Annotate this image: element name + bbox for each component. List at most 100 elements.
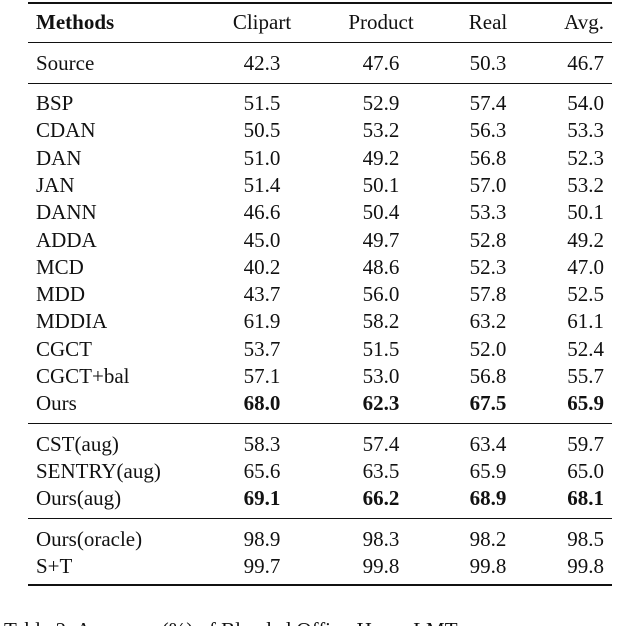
value-cell: 63.4 [469,431,507,456]
method-cell: DANN [36,200,97,225]
value-cell: 65.9 [567,391,604,416]
method-cell: Ours(aug) [36,486,122,511]
method-cell: CGCT [36,336,93,361]
value-cell: 61.1 [567,309,604,334]
header-cell: Methods [36,10,115,34]
value-cell: 58.3 [243,431,281,456]
value-cell: 53.3 [567,118,604,143]
value-cell: 53.2 [567,172,604,197]
method-cell: Ours [36,391,77,416]
value-cell: 57.4 [469,91,507,115]
value-cell: 50.3 [469,50,507,75]
value-cell: 69.1 [243,486,281,511]
value-cell: 56.3 [469,118,507,143]
value-cell: 67.5 [469,391,507,416]
value-cell: 51.0 [243,145,281,170]
value-cell: 56.8 [469,145,507,170]
rule [28,423,612,425]
value-cell: 47.6 [362,50,400,75]
value-cell: 98.3 [362,526,400,551]
value-cell: 50.5 [243,118,281,143]
value-cell: 61.9 [243,309,281,334]
method-cell: CST(aug) [36,431,119,456]
method-cell: JAN [36,172,75,197]
rule [28,82,612,84]
value-cell: 50.1 [567,200,604,225]
value-cell: 50.1 [362,172,400,197]
value-cell: 57.4 [362,431,400,456]
value-cell: 47.0 [567,254,604,279]
rule [28,584,612,586]
value-cell: 46.6 [243,200,281,225]
value-cell: 68.0 [243,391,281,416]
method-cell: MDD [36,282,86,307]
value-cell: 57.8 [469,282,507,307]
header-cell: Real [468,10,508,34]
header-cell: Product [348,10,414,34]
header-cell: Clipart [232,10,292,34]
value-cell: 65.6 [243,459,281,484]
value-cell: 62.3 [362,391,400,416]
value-cell: 50.4 [362,200,400,225]
value-cell: 53.3 [469,200,507,225]
value-cell: 49.7 [362,227,400,252]
method-cell: SENTRY(aug) [36,459,161,484]
method-cell: BSP [36,91,74,115]
value-cell: 66.2 [362,486,400,511]
value-cell: 98.9 [243,526,281,551]
rule [28,518,612,520]
value-cell: 51.4 [243,172,281,197]
value-cell: 49.2 [362,145,400,170]
header-cell: Avg. [564,10,604,34]
value-cell: 99.8 [469,554,507,579]
value-cell: 98.5 [567,526,604,551]
method-cell: MCD [36,254,84,279]
value-cell: 51.5 [362,336,400,361]
value-cell: 55.7 [567,364,604,388]
value-cell: 52.3 [567,145,604,170]
value-cell: 52.8 [469,227,507,252]
method-cell: ADDA [36,227,97,252]
value-cell: 54.0 [567,91,604,115]
value-cell: 53.2 [362,118,400,143]
value-cell: 58.2 [362,309,400,334]
value-cell: 42.3 [243,50,281,75]
value-cell: 53.0 [362,364,400,388]
value-cell: 65.0 [567,459,604,484]
method-cell: MDDIA [36,309,108,334]
value-cell: 51.5 [243,91,281,115]
method-cell: S+T [36,554,73,579]
caption: Table 2: Accuracy (%) of Blended Office-… [4,618,458,626]
value-cell: 43.7 [243,282,281,307]
value-cell: 98.2 [469,526,507,551]
value-cell: 68.9 [469,486,507,511]
value-cell: 52.0 [469,336,507,361]
value-cell: 53.7 [243,336,281,361]
value-cell: 45.0 [243,227,281,252]
rule [28,2,612,4]
value-cell: 63.5 [362,459,400,484]
value-cell: 99.7 [243,554,281,579]
method-cell: Source [36,50,95,75]
value-cell: 65.9 [469,459,507,484]
value-cell: 46.7 [567,50,604,75]
method-cell: CGCT+bal [36,364,130,388]
value-cell: 48.6 [362,254,400,279]
value-cell: 57.0 [469,172,507,197]
value-cell: 49.2 [567,227,604,252]
value-cell: 40.2 [243,254,281,279]
value-cell: 57.1 [243,364,281,388]
method-cell: DAN [36,145,82,170]
rule [28,42,612,43]
value-cell: 52.5 [567,282,604,307]
method-cell: Ours(oracle) [36,526,143,551]
value-cell: 56.8 [469,364,507,388]
method-cell: CDAN [36,118,96,143]
value-cell: 52.9 [362,91,400,115]
value-cell: 99.8 [567,554,604,579]
value-cell: 99.8 [362,554,400,579]
value-cell: 52.3 [469,254,507,279]
value-cell: 68.1 [567,486,604,511]
value-cell: 56.0 [362,282,400,307]
